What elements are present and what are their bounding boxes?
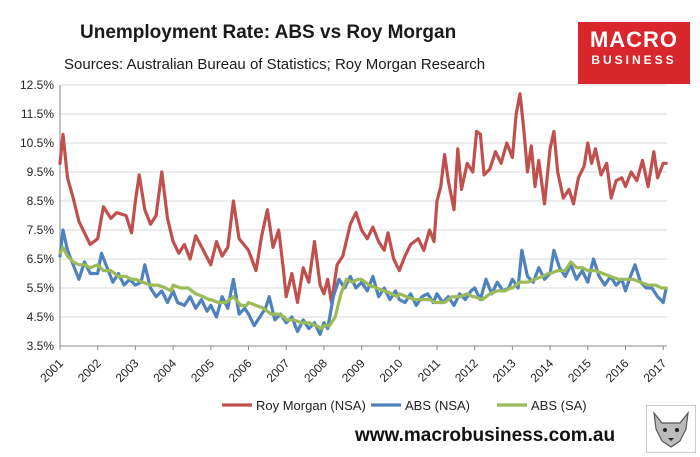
logo-line1: MACRO [589, 27, 679, 52]
y-tick-label: 4.5% [27, 310, 55, 324]
x-tick-label: 2008 [301, 356, 330, 385]
x-tick-label: 2015 [565, 356, 594, 385]
x-tick-label: 2004 [150, 356, 179, 385]
x-tick-label: 2002 [75, 356, 104, 385]
x-tick-label: 2016 [603, 356, 632, 385]
y-tick-label: 3.5% [27, 339, 55, 353]
y-tick-label: 9.5% [27, 165, 55, 179]
logo-line2: BUSINESS [591, 53, 677, 67]
series-line-abs-sa [58, 245, 668, 331]
y-tick-label: 6.5% [27, 252, 55, 266]
legend-label: Roy Morgan (NSA) [256, 398, 366, 413]
y-tick-label: 8.5% [27, 194, 55, 208]
chart-title: Unemployment Rate: ABS vs Roy Morgan [80, 22, 457, 43]
y-tick-label: 5.5% [27, 281, 55, 295]
series-line-roy-morgan-nsa [58, 92, 668, 305]
y-tick-label: 11.5% [21, 107, 54, 121]
macrobusiness-logo: MACRO BUSINESS [578, 22, 690, 84]
y-tick-label: 12.5% [20, 78, 54, 92]
x-tick-label: 2012 [452, 356, 481, 385]
x-tick-label: 2013 [490, 356, 519, 385]
x-tick-label: 2009 [339, 356, 368, 385]
legend-label: ABS (NSA) [405, 398, 470, 413]
x-tick-label: 2007 [264, 356, 293, 385]
footer-url: www.macrobusiness.com.au [355, 425, 616, 446]
y-tick-label: 7.5% [27, 223, 55, 237]
wolf-mascot-icon [646, 405, 696, 453]
legend-label: ABS (SA) [531, 398, 587, 413]
x-tick-label: 2003 [113, 356, 142, 385]
series-line-abs-nsa [58, 228, 668, 336]
x-tick-label: 2001 [37, 356, 66, 385]
x-tick-label: 2011 [415, 356, 443, 384]
y-tick-label: 10.5% [20, 136, 54, 150]
chart-subtitle: Sources: Australian Bureau of Statistics… [64, 56, 486, 73]
x-tick-label: 2017 [641, 356, 670, 385]
x-tick-label: 2014 [527, 356, 556, 385]
x-tick-label: 2006 [226, 356, 255, 385]
x-tick-label: 2010 [377, 356, 406, 385]
x-tick-label: 2005 [188, 356, 217, 385]
